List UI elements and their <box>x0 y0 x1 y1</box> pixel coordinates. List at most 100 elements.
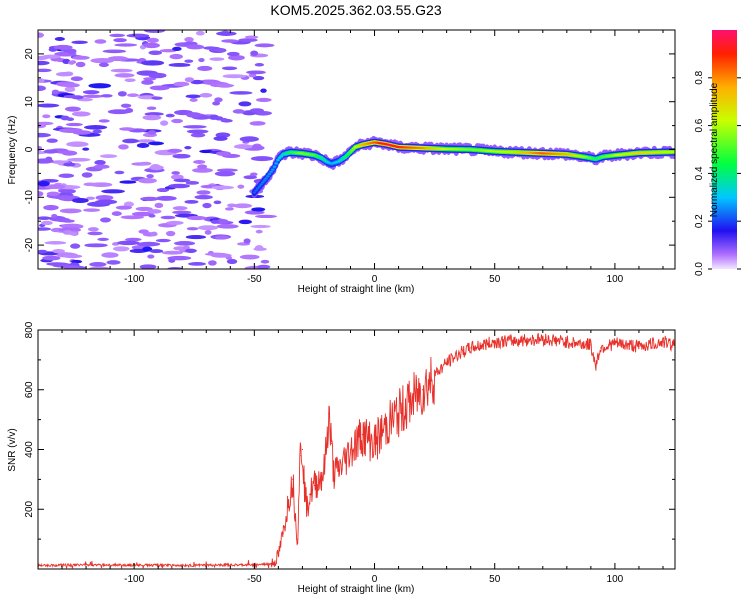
noise-blob <box>238 219 252 225</box>
noise-blob <box>186 215 207 221</box>
noise-blob <box>43 204 59 211</box>
y-tick-label: 400 <box>24 441 35 458</box>
noise-blob <box>232 109 245 114</box>
trace-core <box>350 149 354 152</box>
noise-blob <box>148 50 163 55</box>
noise-blob <box>190 79 204 85</box>
noise-blob <box>86 196 96 200</box>
noise-blob <box>107 109 131 115</box>
noise-blob <box>64 265 81 269</box>
noise-blob <box>186 129 209 134</box>
noise-blob <box>72 55 90 60</box>
colorbar-tick-label: 0.0 <box>694 262 705 276</box>
noise-blob <box>250 50 259 56</box>
noise-blob <box>114 170 125 175</box>
noise-blob <box>196 190 211 195</box>
noise-blob <box>136 143 150 149</box>
noise-blob <box>151 96 163 100</box>
noise-blob <box>221 39 239 43</box>
noise-blob <box>140 196 160 201</box>
noise-blob <box>250 156 274 162</box>
spectrogram-frame <box>37 29 676 270</box>
noise-blob <box>256 97 272 102</box>
trace-core <box>272 165 277 168</box>
noise-blob <box>63 162 76 167</box>
noise-blob <box>59 208 82 214</box>
noise-blob <box>58 173 75 178</box>
noise-blob <box>118 144 129 150</box>
noise-blob <box>75 61 86 68</box>
noise-blob <box>186 44 205 50</box>
noise-blob <box>222 74 247 79</box>
noise-blob <box>172 153 191 159</box>
noise-blob <box>63 94 78 99</box>
noise-blob <box>198 58 205 63</box>
y-tick-label: 20 <box>24 48 35 60</box>
x-tick-label: 50 <box>489 274 501 285</box>
noise-blob <box>44 184 66 190</box>
colorbar-tick-label: 0.6 <box>694 118 705 132</box>
noise-blob <box>197 65 213 71</box>
noise-blob <box>83 182 97 187</box>
noise-blob <box>123 201 134 207</box>
noise-blob <box>116 240 140 246</box>
noise-blob <box>82 90 100 95</box>
noise-blob <box>233 144 253 150</box>
noise-blob <box>84 125 108 130</box>
trace-core <box>269 170 273 173</box>
noise-blob <box>97 237 109 242</box>
noise-blob <box>215 48 226 53</box>
noise-blob <box>109 33 126 38</box>
spectrogram-noise <box>38 30 277 269</box>
noise-blob <box>126 33 150 38</box>
noise-blob <box>225 207 234 211</box>
noise-blob <box>100 217 111 223</box>
noise-blob <box>124 108 134 113</box>
noise-blob <box>168 62 191 67</box>
x-tick-label: -100 <box>124 274 144 285</box>
noise-blob <box>99 154 118 159</box>
colorbar-tick-label: 0.2 <box>694 214 705 228</box>
noise-blob <box>199 92 213 98</box>
snr-point <box>301 448 304 451</box>
noise-blob <box>90 57 115 64</box>
noise-blob <box>155 238 171 243</box>
noise-blob <box>38 227 52 231</box>
noise-blob <box>136 241 161 247</box>
noise-blob <box>95 199 118 205</box>
noise-blob <box>165 113 175 118</box>
noise-blob <box>146 174 154 179</box>
noise-blob <box>101 252 119 258</box>
noise-blob <box>226 51 240 57</box>
trace-core <box>255 187 260 190</box>
noise-blob <box>141 60 165 66</box>
spectrogram-y-label: Frequency (Hz) <box>7 116 18 185</box>
noise-blob <box>120 215 145 220</box>
noise-blob <box>62 83 80 88</box>
noise-blob <box>93 164 110 169</box>
noise-blob <box>114 43 138 47</box>
noise-blob <box>254 62 265 67</box>
noise-blob <box>246 70 266 75</box>
noise-blob <box>66 141 89 147</box>
snr-point <box>422 389 424 391</box>
noise-blob <box>166 220 184 225</box>
noise-blob <box>168 183 190 189</box>
noise-blob <box>147 254 155 259</box>
noise-blob <box>38 103 60 108</box>
trace-core <box>348 151 353 154</box>
noise-blob <box>131 211 154 217</box>
noise-blob <box>188 262 207 266</box>
noise-blob <box>254 214 277 219</box>
y-tick-label: 600 <box>24 381 35 398</box>
noise-blob <box>249 108 264 113</box>
noise-blob <box>199 149 214 154</box>
noise-blob <box>243 238 251 244</box>
noise-blob <box>184 37 194 43</box>
noise-blob <box>72 130 92 135</box>
noise-blob <box>82 94 104 99</box>
noise-blob <box>70 243 81 249</box>
noise-blob <box>214 235 229 240</box>
